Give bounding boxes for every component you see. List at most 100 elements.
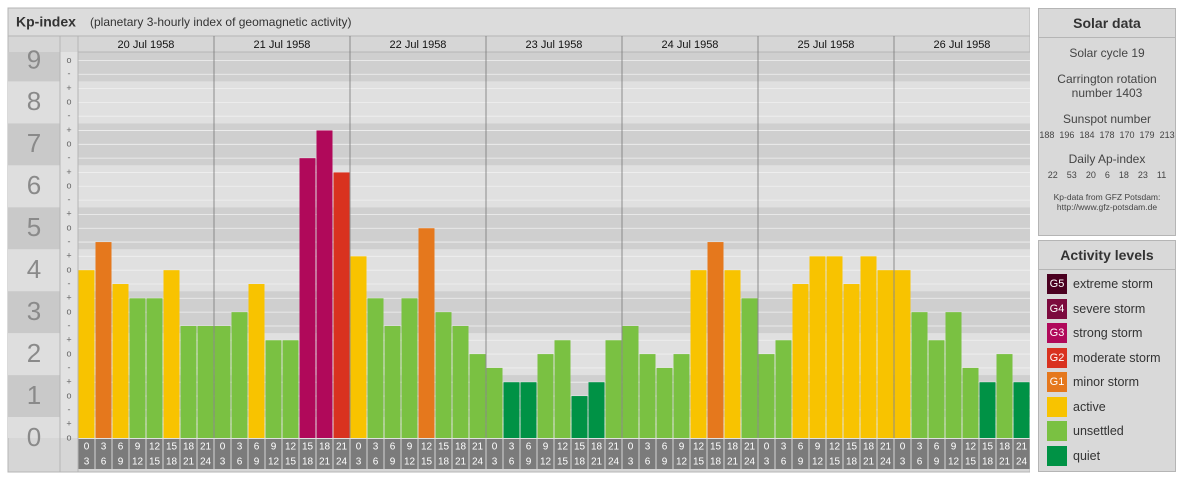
chart: Kp-index (planetary 3-hourly index of ge… (7, 7, 1030, 473)
bar (384, 325, 401, 438)
hour-cell (690, 439, 707, 469)
hour-label: 9 (543, 442, 549, 453)
hour-cell (860, 439, 877, 469)
legend-swatch: G2 (1047, 347, 1067, 368)
hour-cell (775, 439, 792, 469)
hour-label: 6 (645, 457, 651, 468)
bar (656, 367, 673, 438)
hour-label: 12 (965, 442, 977, 453)
hour-label: 18 (846, 457, 858, 468)
bar (673, 354, 690, 438)
hour-label: 12 (268, 457, 280, 468)
hour-label: 15 (982, 442, 994, 453)
cycle: Solar cycle 19 (1069, 46, 1145, 60)
hour-label: 6 (237, 457, 243, 468)
ap-value: 53 (1066, 170, 1077, 180)
bar (503, 382, 520, 438)
legend-label: unsettled (1073, 424, 1124, 438)
bar (775, 340, 792, 438)
y-minor-label: - (68, 236, 71, 246)
bar (622, 325, 639, 438)
legend-item: G1 minor storm (1047, 372, 1139, 392)
legend-item: G3 strong storm (1047, 323, 1142, 343)
hour-label: 15 (829, 457, 841, 468)
hour-cell (996, 439, 1013, 469)
legend-item: G5 extreme storm (1047, 274, 1153, 294)
band (8, 333, 60, 376)
hour-label: 3 (220, 457, 226, 468)
y-minor-label: - (68, 69, 71, 79)
chart-subtitle: (planetary 3-hourly index of geomagnetic… (90, 15, 351, 29)
band (8, 417, 60, 438)
y-tick-label: 5 (27, 212, 41, 242)
y-minor-label: + (66, 419, 71, 429)
bar (639, 354, 656, 438)
hour-label: 21 (744, 442, 756, 453)
bar (333, 172, 350, 438)
hour-label: 9 (254, 457, 260, 468)
hour-label: 6 (662, 442, 668, 453)
sunspot-value: 196 (1059, 130, 1075, 140)
hour-label: 0 (356, 442, 362, 453)
hour-cell (112, 439, 129, 469)
hour-cell (435, 439, 452, 469)
legend-label: severe storm (1073, 301, 1146, 316)
hour-cell (673, 439, 690, 469)
levels-panel: Activity levels G5 extreme storm G4 severe … (1038, 240, 1176, 472)
bar (197, 325, 214, 438)
hour-cell (605, 439, 622, 469)
panel-title: Solar data (1039, 9, 1175, 38)
bar (945, 312, 962, 438)
y-minor-label: o (66, 390, 71, 400)
hour-label: 9 (390, 457, 396, 468)
hour-label: 9 (135, 442, 141, 453)
bar (231, 312, 248, 438)
bar (146, 298, 163, 438)
bar (282, 340, 299, 438)
hour-label: 6 (509, 457, 515, 468)
hour-cell (95, 439, 112, 469)
ap-title: Daily Ap-index (1068, 152, 1146, 166)
hour-label: 24 (608, 457, 620, 468)
y-tick-label: 2 (27, 338, 41, 368)
bar (979, 382, 996, 438)
chart-title: Kp-index (16, 14, 76, 30)
hour-label: 12 (540, 457, 552, 468)
bar (928, 340, 945, 438)
date-label: 26 Jul 1958 (934, 39, 991, 51)
bar (163, 270, 180, 438)
y-minor-label: + (66, 377, 71, 387)
ap-value: 22 (1047, 170, 1058, 180)
hour-label: 21 (727, 457, 739, 468)
legend-swatch (1047, 421, 1067, 441)
sunspot-list: 188 196 184 178 170 179 213 (1039, 130, 1175, 140)
sunspot-title: Sunspot number (1062, 112, 1152, 126)
hour-label: 6 (917, 457, 923, 468)
bar (707, 242, 724, 438)
y-minor-label: o (66, 307, 71, 317)
hour-cell (78, 439, 95, 469)
hour-label: 9 (798, 457, 804, 468)
legend-swatch (1047, 396, 1067, 417)
ap-value: 20 (1085, 170, 1096, 180)
hour-label: 6 (781, 457, 787, 468)
hour-label: 6 (254, 442, 260, 453)
hour-cell (877, 439, 894, 469)
y-minor-label: - (68, 194, 71, 204)
legend-item: unsettled (1047, 421, 1124, 441)
hour-label: 6 (373, 457, 379, 468)
hour-label: 21 (880, 442, 892, 453)
bar (418, 228, 435, 438)
legend-label: quiet (1073, 448, 1101, 463)
bar (962, 367, 979, 438)
hour-cell (792, 439, 809, 469)
bar (112, 284, 129, 438)
hour-label: 21 (863, 457, 875, 468)
hour-cell (622, 439, 639, 469)
y-minor-label: + (66, 209, 71, 219)
hour-label: 21 (336, 442, 348, 453)
bar (741, 298, 758, 438)
y-tick-label: 3 (27, 296, 41, 326)
bar (724, 270, 741, 438)
y-minor-label: + (66, 125, 71, 135)
